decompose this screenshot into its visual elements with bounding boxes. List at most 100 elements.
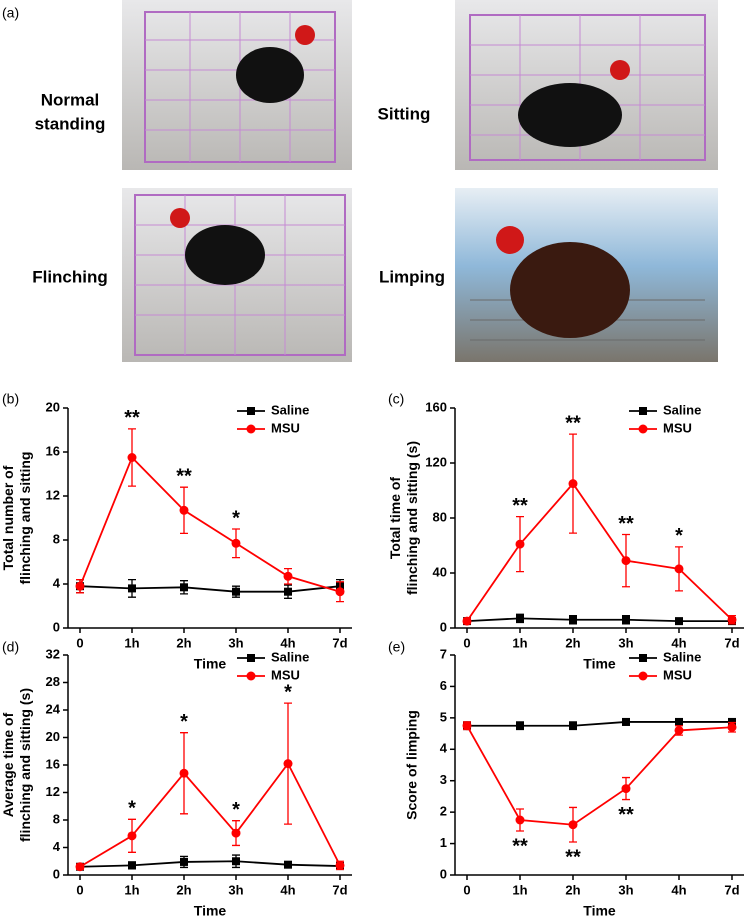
significance: * [180,711,188,733]
marker [515,539,525,549]
marker [622,615,630,624]
line [79,455,341,593]
y-tick-label: 12 [46,487,60,502]
line [466,617,732,623]
series [462,721,737,843]
photo-caption: Normal [41,90,100,109]
photo-caption: standing [35,114,106,133]
y-tick-label: 8 [53,811,60,826]
significance: ** [512,835,528,857]
photo [122,188,352,362]
x-tick-label: 7d [332,882,347,897]
legend-marker [246,671,256,681]
y-tick-label: 20 [46,729,60,744]
photo-caption: Sitting [378,104,431,123]
line [79,860,341,868]
x-tick-label: 2h [565,882,580,897]
x-tick-label: 4h [280,635,295,650]
y-axis-label: flinching and sitting (s) [404,441,420,595]
x-tick-label: 4h [671,635,686,650]
x-tick-label: 3h [618,882,633,897]
significance: * [232,507,240,529]
x-tick-label: 7d [332,635,347,650]
legend-marker [247,407,255,415]
panel-label: (e) [388,639,405,655]
marker [128,584,136,593]
marker [569,615,577,624]
marker [462,721,472,731]
line [79,761,341,868]
y-tick-label: 3 [440,772,447,787]
y-tick-label: 12 [46,784,60,799]
series [75,702,345,872]
marker [75,581,85,591]
x-tick-label: 0 [76,635,83,650]
significance: ** [565,412,581,434]
y-axis-label: Score of limping [404,710,420,820]
marker [568,479,578,489]
x-tick-label: 2h [565,635,580,650]
panel-label: (b) [2,391,19,407]
y-tick-label: 4 [53,575,61,590]
significance: ** [618,513,634,535]
marker [335,587,345,597]
y-tick-label: 16 [46,756,60,771]
x-tick-label: 2h [176,882,191,897]
legend-label: Saline [271,402,309,417]
marker [727,615,737,625]
y-tick-label: 160 [425,399,447,414]
legend-label: MSU [663,667,692,682]
y-tick-label: 7 [440,646,447,661]
marker [127,831,137,841]
marker [128,861,136,870]
legend-label: MSU [271,420,300,435]
x-tick-label: 1h [512,635,527,650]
x-tick-label: 2h [176,635,191,650]
legend-marker [639,654,647,662]
series [463,717,736,731]
y-axis-label: flinching and sitting [17,452,33,585]
series [463,613,736,626]
y-tick-label: 0 [440,619,447,634]
legend-label: Saline [663,649,701,664]
marker [621,556,631,566]
marker [568,820,578,830]
marker [179,505,189,515]
x-tick-label: 1h [512,882,527,897]
significance: ** [512,495,528,517]
x-tick-label: 3h [228,635,243,650]
marker [675,617,683,626]
x-tick-label: 1h [124,882,139,897]
y-tick-label: 24 [46,701,61,716]
significance: * [232,799,240,821]
x-axis-label: Time [194,656,227,672]
legend-marker [638,424,648,434]
y-tick-label: 120 [425,454,447,469]
y-tick-label: 0 [53,866,60,881]
y-tick-label: 4 [440,741,448,756]
significance: * [675,525,683,547]
line [466,725,733,826]
marker [621,784,631,794]
line [79,585,341,593]
marker [284,860,292,869]
legend-label: Saline [271,649,309,664]
y-axis-label: Total number of [0,465,16,570]
photo-caption: Limping [379,267,445,286]
photo [455,0,718,170]
y-tick-label: 0 [53,619,60,634]
marker [622,717,630,726]
marker [231,538,241,548]
line [466,482,733,622]
x-tick-label: 4h [280,882,295,897]
x-tick-label: 7d [724,882,739,897]
y-tick-label: 32 [46,646,60,661]
marker [284,587,292,596]
series [76,854,344,871]
x-tick-label: 1h [124,635,139,650]
x-tick-label: 0 [463,882,470,897]
marker [674,564,684,574]
y-tick-label: 5 [440,709,447,724]
series [75,428,345,603]
